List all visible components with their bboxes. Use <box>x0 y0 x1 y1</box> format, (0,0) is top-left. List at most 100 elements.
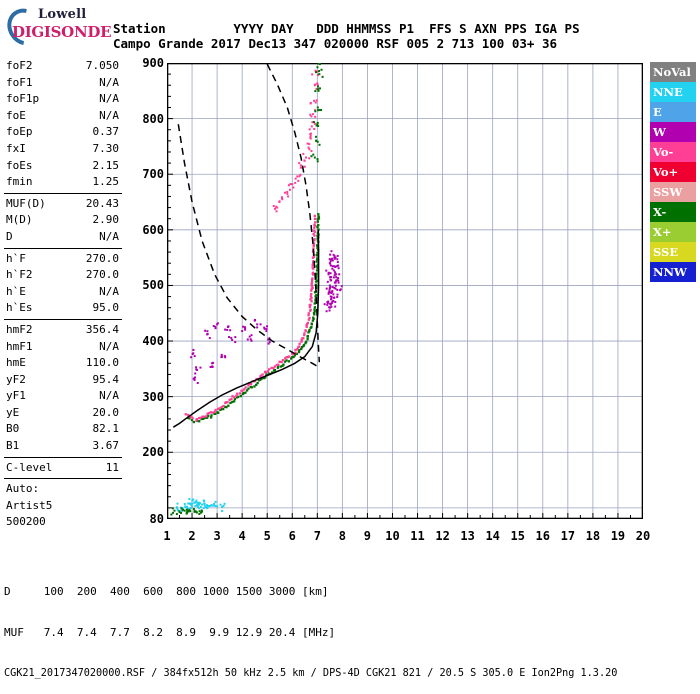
legend-item-sse[interactable]: SSE <box>650 242 696 262</box>
x-tick-8: 8 <box>338 529 346 543</box>
y-tick-300: 300 <box>142 389 164 404</box>
param-key: foF2 <box>6 59 33 72</box>
x-tick-5: 5 <box>263 529 271 543</box>
param-row-foe: foE N/A <box>4 108 122 125</box>
param-key: yF1 <box>6 389 26 403</box>
legend-item-e[interactable]: E <box>650 102 696 122</box>
param-row-hmf2: hmF2 356.4 <box>4 322 122 339</box>
param-value: N/A <box>99 92 119 106</box>
y-tick-800: 800 <box>142 111 164 126</box>
param-value: 0.37 <box>92 125 120 139</box>
polarization-legend[interactable]: NoVal NNE E W Vo- Vo+ SSW X- X+ SSE NNW <box>650 62 696 282</box>
lowell-digisonde-logo: Lowell DIGISONDE <box>0 1 116 53</box>
param-value: 270.0 <box>85 251 119 265</box>
param-value: 82.1 <box>92 422 120 436</box>
param-value: 270.0 <box>85 268 119 282</box>
station-header: Station YYYY DAY DDD HHMMSS P1 FFS S AXN… <box>113 21 580 51</box>
param-key: foEs <box>6 158 33 172</box>
param-value: 7.050 <box>85 59 119 72</box>
x-tick-9: 9 <box>363 529 372 543</box>
station-header-values: Campo Grande 2017 Dec13 347 020000 RSF 0… <box>113 36 558 51</box>
param-value: 20.0 <box>92 405 120 419</box>
param-value: N/A <box>99 284 119 298</box>
param-auto-code: 500200 <box>6 515 46 529</box>
param-value: 95.4 <box>92 372 120 386</box>
param-key: fxI <box>6 141 26 155</box>
legend-item-w[interactable]: W <box>650 122 696 142</box>
curve-true-height-profile <box>172 229 320 428</box>
param-value: N/A <box>99 108 119 122</box>
param-row-d: D N/A <box>4 229 122 246</box>
param-row-hes: h`Es 95.0 <box>4 300 122 317</box>
legend-item-nnw[interactable]: NNW <box>650 262 696 282</box>
param-value: N/A <box>99 229 119 243</box>
param-value: 2.90 <box>92 213 120 227</box>
param-value: 356.4 <box>85 322 119 336</box>
x-tick-12: 12 <box>435 529 450 543</box>
x-tick-6: 6 <box>288 529 296 543</box>
param-row-hf2: h`F2 270.0 <box>4 267 122 284</box>
footer-info: D 100 200 400 600 800 1000 1500 3000 [km… <box>4 558 617 694</box>
param-row-fmin: fmin 1.25 <box>4 174 122 191</box>
ionogram-svg <box>167 63 643 519</box>
param-row-foes: foEs 2.15 <box>4 158 122 175</box>
x-tick-18: 18 <box>585 529 601 543</box>
y-tick-700: 700 <box>142 167 164 182</box>
legend-item-nne[interactable]: NNE <box>650 82 696 102</box>
param-value: 1.25 <box>92 175 120 189</box>
curve-muf-d-curve <box>177 124 321 369</box>
axis-ticks <box>167 63 643 519</box>
param-key: hmF2 <box>6 322 33 336</box>
param-auto-name: Artist5 <box>6 498 53 512</box>
y-tick-600: 600 <box>142 222 164 237</box>
y-axis-labels: 80 200 300 400 500 600 700 800 900 <box>128 55 164 531</box>
param-row-clevel: C-level 11 <box>4 460 122 477</box>
param-key: hmF1 <box>6 339 33 353</box>
param-row-md: M(D) 2.90 <box>4 212 122 229</box>
param-value: 110.0 <box>85 356 119 370</box>
series-spread-f-cluster-w- <box>323 250 343 313</box>
param-key: foF1p <box>6 92 40 106</box>
param-auto-label: Auto: <box>6 482 40 496</box>
legend-item-x[interactable]: X- <box>650 202 696 222</box>
param-value: 11 <box>105 460 119 474</box>
param-key: C-level <box>6 460 53 474</box>
param-divider <box>4 247 122 249</box>
grid-lines <box>167 63 643 519</box>
param-row-hme: hmE 110.0 <box>4 355 122 372</box>
footer-file-row: CGK21_2017347020000.RSF / 384fx512h 50 k… <box>4 667 618 679</box>
param-value: 2.15 <box>92 158 120 172</box>
param-row-foep: foEp 0.37 <box>4 124 122 141</box>
param-divider <box>4 456 122 458</box>
legend-item-vo[interactable]: Vo- <box>650 142 696 162</box>
param-key: h`F2 <box>6 268 33 282</box>
param-key: hmE <box>6 356 26 370</box>
param-row-yf2: yF2 95.4 <box>4 372 122 389</box>
param-key: h`Es <box>6 301 33 315</box>
footer-distance-row: D 100 200 400 600 800 1000 1500 3000 [km… <box>4 585 329 599</box>
param-key: h`E <box>6 284 26 298</box>
x-tick-3: 3 <box>213 529 221 543</box>
legend-item-noval[interactable]: NoVal <box>650 62 696 82</box>
legend-item-vo[interactable]: Vo+ <box>650 162 696 182</box>
param-key: B0 <box>6 422 20 436</box>
legend-item-ssw[interactable]: SSW <box>650 182 696 202</box>
param-divider <box>4 318 122 320</box>
param-row-fof2: foF2 7.050 <box>4 58 122 75</box>
param-row-b0: B0 82.1 <box>4 421 122 438</box>
x-tick-14: 14 <box>485 529 500 543</box>
x-tick-11: 11 <box>410 529 425 543</box>
x-tick-17: 17 <box>560 529 576 543</box>
x-tick-13: 13 <box>460 529 475 543</box>
ionogram-plot-area[interactable] <box>167 63 643 519</box>
legend-item-x[interactable]: X+ <box>650 222 696 242</box>
logo-lowell-text: Lowell <box>38 7 87 22</box>
series-second-hop-o-x- <box>310 63 324 163</box>
plot-frame <box>167 63 643 519</box>
param-key: M(D) <box>6 213 33 227</box>
param-divider <box>4 192 122 194</box>
param-key: foEp <box>6 125 33 139</box>
series-scattered-echoes-w- <box>190 318 271 385</box>
station-header-labels: Station YYYY DAY DDD HHMMSS P1 FFS S AXN… <box>113 21 580 36</box>
series-o-trace-x- <box>187 213 321 424</box>
